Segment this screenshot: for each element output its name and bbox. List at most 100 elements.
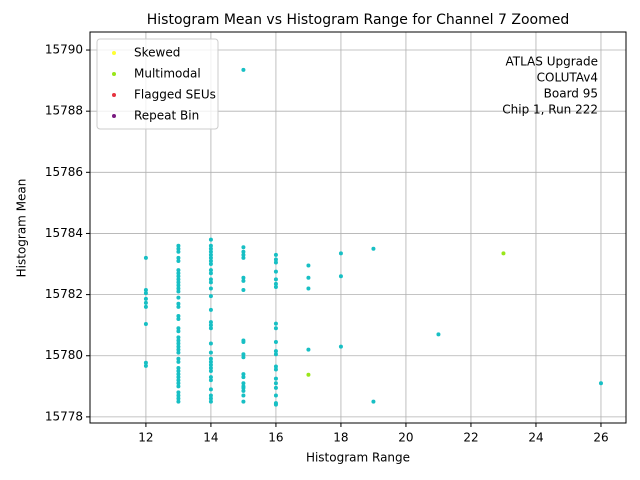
point	[176, 271, 181, 276]
point	[208, 255, 213, 260]
point	[241, 339, 246, 344]
point	[306, 263, 311, 268]
annotation: ATLAS Upgrade	[505, 55, 598, 69]
point	[143, 304, 148, 309]
point	[208, 280, 213, 285]
point	[241, 67, 246, 72]
y-tick-label: 15778	[45, 409, 83, 423]
point	[176, 390, 181, 395]
point	[273, 385, 278, 390]
point	[208, 396, 213, 401]
x-tick-label: 22	[463, 431, 478, 445]
point	[176, 369, 181, 374]
y-tick-label: 15790	[45, 43, 83, 57]
point	[143, 291, 148, 296]
point	[208, 387, 213, 392]
y-tick-label: 15782	[45, 287, 83, 301]
point	[176, 399, 181, 404]
point	[241, 252, 246, 257]
point	[208, 307, 213, 312]
point	[176, 295, 181, 300]
point	[241, 355, 246, 360]
plot-frame	[89, 31, 627, 424]
point	[306, 275, 311, 280]
point	[598, 381, 603, 386]
point	[208, 262, 213, 267]
point	[176, 381, 181, 386]
point	[208, 356, 213, 361]
point	[208, 271, 213, 276]
point	[176, 338, 181, 343]
point	[241, 388, 246, 393]
point	[273, 257, 278, 262]
point	[176, 255, 181, 260]
point	[241, 275, 246, 280]
legend-marker	[112, 51, 116, 55]
x-tick-label: 24	[528, 431, 543, 445]
legend-label: Skewed	[134, 46, 180, 60]
point	[273, 349, 278, 354]
point	[208, 375, 213, 380]
point	[176, 341, 181, 346]
point	[176, 280, 181, 285]
x-tick-label: 14	[203, 431, 218, 445]
point	[176, 258, 181, 263]
point	[143, 288, 148, 293]
point	[273, 376, 278, 381]
point	[176, 304, 181, 309]
point	[371, 399, 376, 404]
point	[273, 260, 278, 265]
point	[143, 321, 148, 326]
point	[273, 393, 278, 398]
point	[208, 359, 213, 364]
point	[208, 277, 213, 282]
point	[208, 246, 213, 251]
point	[241, 245, 246, 250]
point	[176, 335, 181, 340]
point	[241, 372, 246, 377]
y-tick-label: 15784	[45, 226, 83, 240]
point	[176, 393, 181, 398]
legend-label: Multimodal	[134, 67, 201, 81]
point	[208, 341, 213, 346]
point	[176, 350, 181, 355]
point	[208, 258, 213, 263]
annotation: Board 95	[544, 87, 598, 101]
point	[273, 277, 278, 282]
point	[241, 249, 246, 254]
point	[176, 317, 181, 322]
point	[176, 365, 181, 370]
point	[338, 344, 343, 349]
point	[273, 402, 278, 407]
point	[143, 255, 148, 260]
legend-label: Flagged SEUs	[134, 88, 216, 102]
point	[501, 251, 506, 256]
point	[208, 350, 213, 355]
point	[273, 321, 278, 326]
point	[241, 399, 246, 404]
legend-box	[96, 38, 219, 130]
point	[208, 243, 213, 248]
point	[241, 352, 246, 357]
point	[176, 372, 181, 377]
point	[436, 332, 441, 337]
point	[208, 268, 213, 273]
point	[176, 289, 181, 294]
point	[241, 288, 246, 293]
y-tick-label: 15780	[45, 348, 83, 362]
x-tick-label: 16	[268, 431, 283, 445]
legend-marker	[112, 114, 116, 118]
point	[208, 378, 213, 383]
point	[176, 243, 181, 248]
point	[273, 352, 278, 357]
annotation: Chip 1, Run 222	[502, 103, 598, 117]
point	[208, 399, 213, 404]
point	[176, 301, 181, 306]
point	[208, 294, 213, 299]
x-axis-label: Histogram Range	[306, 451, 410, 465]
x-tick-label: 18	[333, 431, 348, 445]
point	[241, 278, 246, 283]
point	[241, 255, 246, 260]
point	[371, 246, 376, 251]
